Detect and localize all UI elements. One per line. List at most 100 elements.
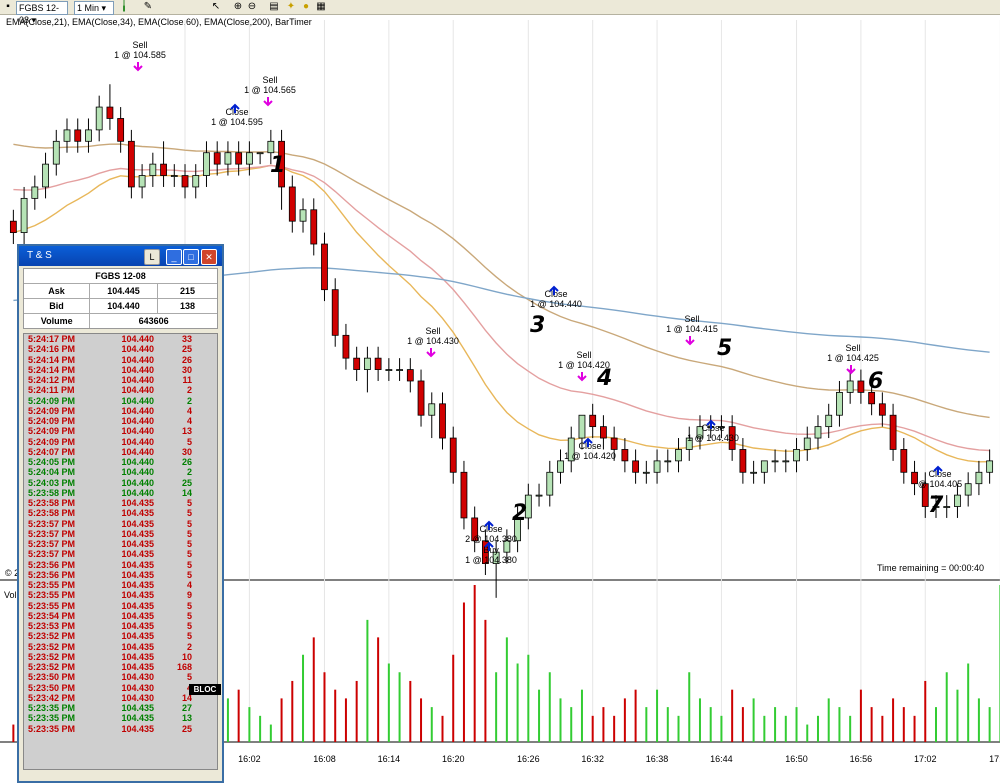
trade-price-label: 1 @ 104.430 xyxy=(687,433,739,443)
candle-body xyxy=(685,437,693,450)
zoom-in-icon[interactable]: ⊕ xyxy=(233,1,243,12)
trade-row: 5:24:09 PM 104.440 4 xyxy=(24,406,217,416)
maximize-icon[interactable]: □ xyxy=(183,249,199,265)
candle-body xyxy=(578,414,586,439)
trade-size: 5 xyxy=(186,528,192,539)
trade-label: Buy xyxy=(483,545,499,555)
x-tick-label: 16:26 xyxy=(517,754,540,764)
trade-label: Close xyxy=(479,524,502,534)
trade-label: Sell xyxy=(576,350,591,360)
trade-row: 5:24:03 PM 104.440 25 xyxy=(24,478,217,488)
trade-price: 104.435 xyxy=(121,662,154,672)
data-box-icon[interactable]: ▦ xyxy=(316,1,326,12)
trade-size: 5 xyxy=(186,539,192,549)
trade-price: 104.440 xyxy=(121,446,154,457)
x-tick-label: 16:14 xyxy=(378,754,401,764)
instrument-selector[interactable]: FGBS 12-08 ▾ xyxy=(16,1,68,25)
trade-time: 5:23:35 PM xyxy=(28,703,76,713)
candle-body xyxy=(74,129,82,142)
trade-price: 104.430 xyxy=(121,672,154,683)
trade-size: 25 xyxy=(181,344,192,355)
trade-price: 104.435 xyxy=(121,559,154,570)
candle-body xyxy=(331,289,339,336)
ts-trade-list[interactable]: 5:24:17 PM 104.440 33 5:24:16 PM 104.440 25 5:… xyxy=(23,333,218,770)
properties-icon[interactable]: ▤ xyxy=(269,1,279,12)
candle-body xyxy=(825,414,833,428)
trade-row: 5:24:04 PM 104.440 2 xyxy=(24,467,217,477)
pencil-icon[interactable]: ✎ xyxy=(143,1,153,12)
trade-row: 5:23:55 PM 104.435 4 xyxy=(24,580,217,590)
ts-titlebar[interactable]: T & S L _ □ ✕ xyxy=(19,246,222,266)
candle-body xyxy=(52,140,60,165)
alert-icon[interactable]: ● xyxy=(302,1,310,12)
candle-body xyxy=(181,175,189,188)
sell-arrow-icon xyxy=(263,97,273,107)
trade-size: 14 xyxy=(181,487,192,498)
trade-size: 5 xyxy=(186,600,192,611)
candle-body xyxy=(160,163,167,176)
minimize-icon[interactable]: _ xyxy=(166,249,182,265)
candle-body xyxy=(718,426,725,429)
candle-body xyxy=(857,380,865,393)
ask-price: 104.445 xyxy=(90,284,158,298)
chart-window-icon: ▪ xyxy=(6,1,10,12)
cursor-icon[interactable]: ↖ xyxy=(211,1,221,12)
time-axis: 15:5616:0216:0816:1416:2016:2616:3216:38… xyxy=(174,754,1000,764)
candle-body xyxy=(750,471,758,474)
trade-time: 5:24:04 PM xyxy=(28,467,76,478)
close-icon[interactable]: ✕ xyxy=(201,249,217,265)
trade-time: 5:24:09 PM xyxy=(28,436,76,447)
trade-label: Sell xyxy=(262,75,277,85)
x-tick-label: 16:50 xyxy=(785,754,808,764)
trade-row: 5:24:14 PM 104.440 30 xyxy=(24,365,217,375)
candle-body xyxy=(342,334,350,359)
candle-body xyxy=(428,403,436,416)
trade-size: 30 xyxy=(181,446,192,457)
candle-body xyxy=(482,540,489,564)
candle-body xyxy=(492,551,500,564)
trade-size: 11 xyxy=(182,375,192,385)
zoom-out-icon[interactable]: ⊖ xyxy=(247,1,257,12)
trade-row: 5:23:52 PM 104.435 5 xyxy=(24,631,217,641)
trade-price: 104.440 xyxy=(121,457,154,467)
trade-row: 5:23:42 PM 104.430 14 xyxy=(24,693,217,703)
candle-body xyxy=(127,140,135,188)
candle-body xyxy=(396,369,403,371)
volume-value: 643606 xyxy=(138,316,169,326)
trade-row: 5:23:57 PM 104.435 5 xyxy=(24,529,217,539)
trade-label: Sell xyxy=(132,40,147,50)
trade-time: 5:24:14 PM xyxy=(28,364,76,375)
candle-body xyxy=(385,369,393,371)
trade-row: 5:23:52 PM 104.435 168 xyxy=(24,662,217,672)
candle-body xyxy=(836,391,843,416)
trade-price-label: 1 @ 104.420 xyxy=(564,451,616,461)
candle-body xyxy=(117,118,125,142)
candle-body xyxy=(889,414,897,450)
candle-body xyxy=(106,106,114,119)
timeframe-selector[interactable]: 1 Min ▾ xyxy=(74,1,114,15)
bloc-badge: BLOC xyxy=(189,684,221,695)
trade-price: 104.435 xyxy=(121,528,154,539)
bar-chart-icon[interactable]: ╽ xyxy=(120,1,128,12)
candle-body xyxy=(245,152,253,165)
strategy-icon[interactable]: ✦ xyxy=(286,1,296,12)
candle-body xyxy=(20,197,28,234)
trade-label: Close xyxy=(544,289,567,299)
candle-body xyxy=(170,175,178,177)
trade-time: 5:23:58 PM xyxy=(28,508,76,519)
ts-link-button[interactable]: L xyxy=(144,249,160,265)
trade-time: 5:23:56 PM xyxy=(28,559,76,570)
trade-price: 104.440 xyxy=(121,436,154,447)
candle-body xyxy=(567,437,575,462)
trade-row: 5:23:50 PM 104.430 5 xyxy=(24,672,217,682)
trade-size: 5 xyxy=(186,631,192,642)
x-tick-label: 16:32 xyxy=(581,754,604,764)
candle-body xyxy=(203,152,210,176)
handwritten-number: 4 xyxy=(596,366,612,391)
trade-price: 104.435 xyxy=(121,723,154,734)
trade-row: 5:23:57 PM 104.435 5 xyxy=(24,549,217,559)
handwritten-number: 2 xyxy=(512,501,527,526)
trade-price: 104.435 xyxy=(121,651,154,662)
trade-price-label: 1 @ 104.595 xyxy=(211,117,263,127)
candle-body xyxy=(524,494,532,519)
